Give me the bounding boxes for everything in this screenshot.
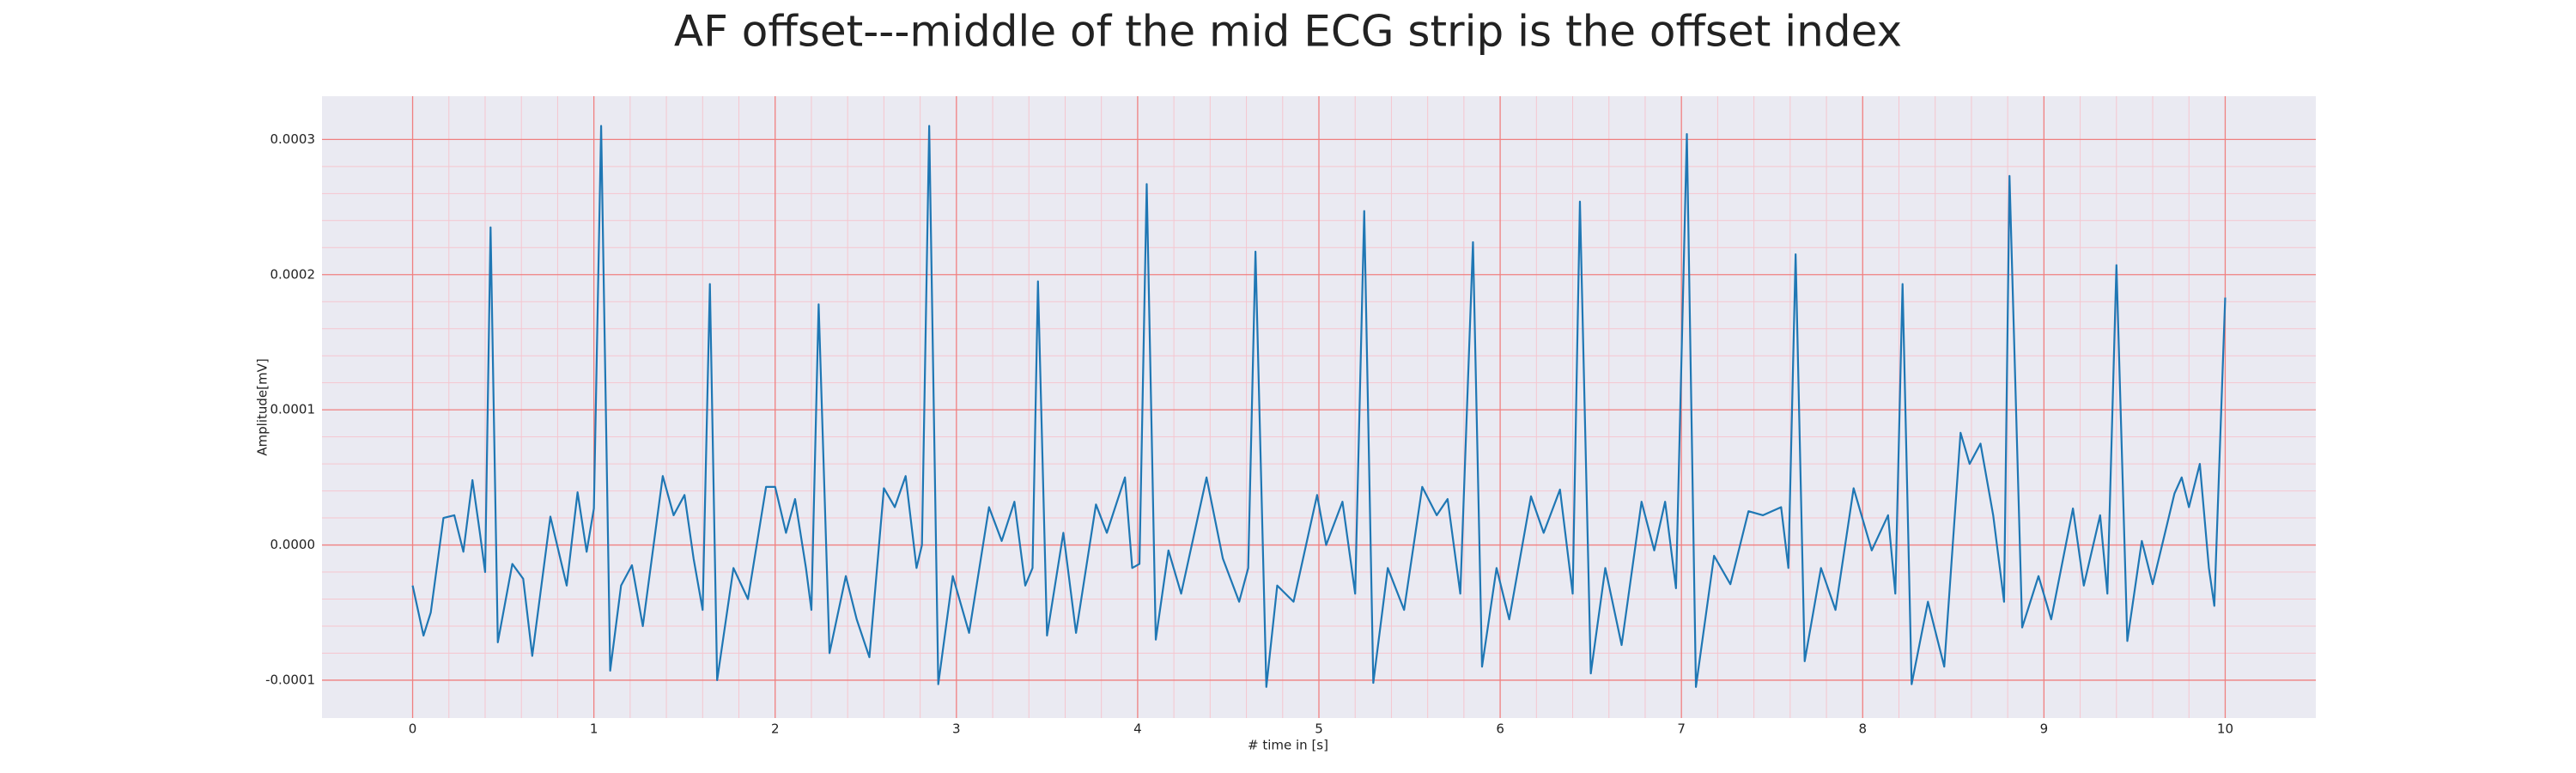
x-tick-label: 2: [771, 721, 780, 737]
x-axis-label: # time in [s]: [1248, 738, 1328, 753]
y-axis-label: Amplitude[mV]: [255, 358, 270, 455]
y-tick-label: 0.0003: [270, 131, 316, 147]
x-tick-label: 0: [409, 721, 417, 737]
ecg-line: [411, 125, 2227, 688]
x-tick-label: 4: [1133, 721, 1142, 737]
x-tick-label: 10: [2217, 721, 2233, 737]
y-tick-label: 0.0001: [270, 402, 316, 417]
x-tick-label: 5: [1315, 721, 1323, 737]
y-tick-label: -0.0001: [265, 672, 315, 687]
x-tick-label: 8: [1858, 721, 1867, 737]
y-tick-label: 0.0000: [270, 537, 316, 552]
x-tick-label: 1: [590, 721, 598, 737]
x-tick-label: 7: [1677, 721, 1686, 737]
x-tick-label: 9: [2040, 721, 2049, 737]
y-tick-label: 0.0002: [270, 266, 316, 282]
x-tick-label: 3: [952, 721, 961, 737]
x-tick-label: 6: [1496, 721, 1504, 737]
chart-title: AF offset---middle of the mid ECG strip …: [674, 7, 1902, 57]
